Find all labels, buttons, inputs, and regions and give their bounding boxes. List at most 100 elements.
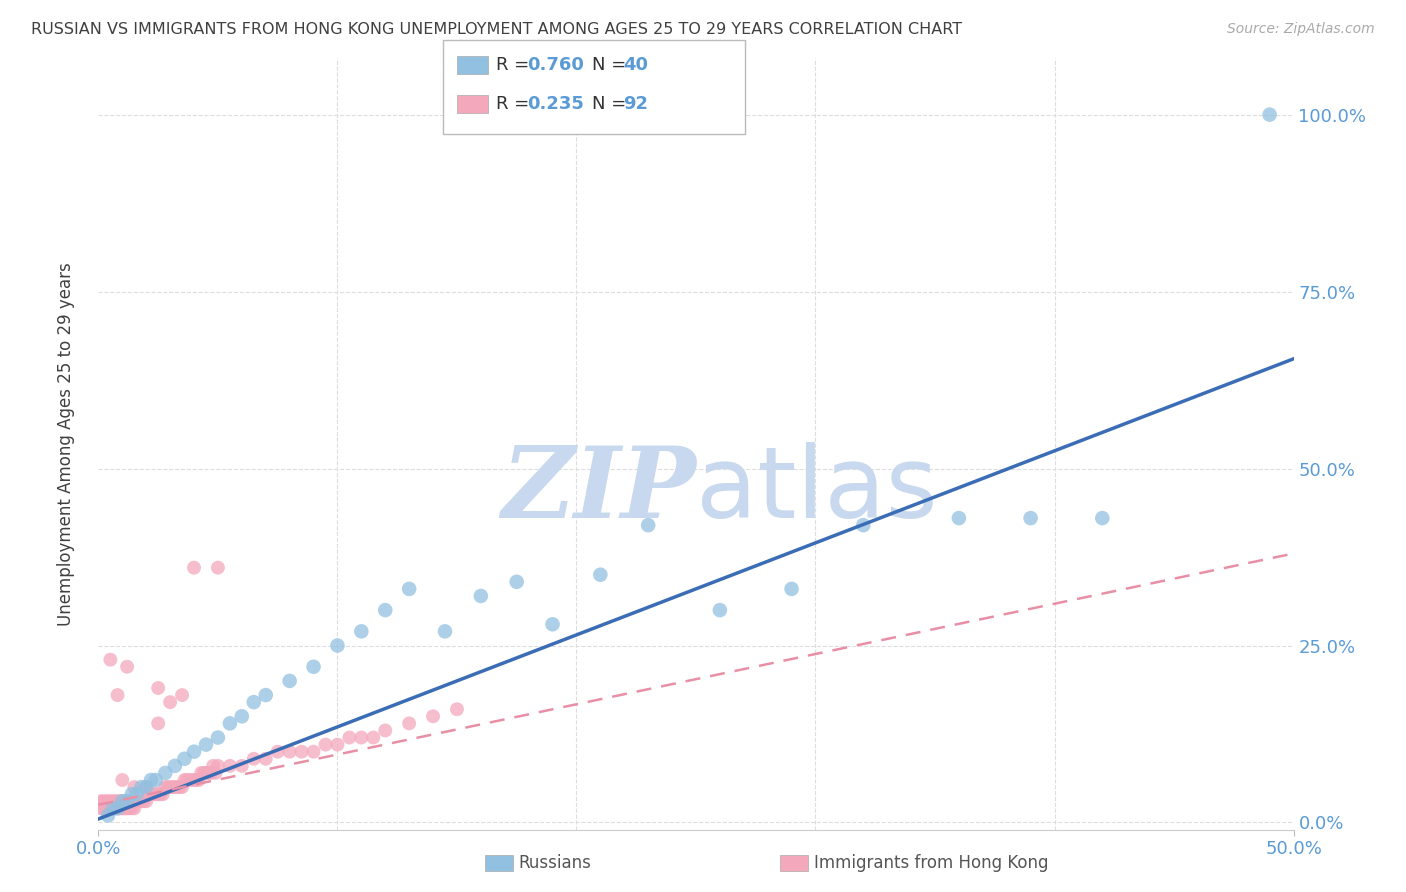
Point xyxy=(589,567,612,582)
Point xyxy=(254,752,277,766)
Point xyxy=(219,759,242,773)
Point xyxy=(422,709,444,723)
Point xyxy=(291,745,314,759)
Point xyxy=(139,772,162,787)
Point xyxy=(156,780,179,794)
Point xyxy=(149,787,172,801)
Point xyxy=(231,709,253,723)
Point xyxy=(173,772,195,787)
Point xyxy=(398,582,420,596)
Point xyxy=(204,766,226,780)
Text: Source: ZipAtlas.com: Source: ZipAtlas.com xyxy=(1227,22,1375,37)
Text: atlas: atlas xyxy=(696,442,938,539)
Point xyxy=(176,772,198,787)
Point xyxy=(709,603,731,617)
Point xyxy=(132,794,155,808)
Point xyxy=(948,511,970,525)
Point xyxy=(114,794,136,808)
Point xyxy=(97,808,120,822)
Point xyxy=(125,794,148,808)
Point xyxy=(108,801,131,815)
Point xyxy=(243,752,266,766)
Point xyxy=(91,801,114,815)
Point xyxy=(115,801,138,815)
Point xyxy=(169,780,191,794)
Point xyxy=(195,766,218,780)
Point xyxy=(350,624,373,639)
Point xyxy=(207,759,229,773)
Point xyxy=(101,801,124,815)
Point xyxy=(97,801,120,815)
Point xyxy=(219,716,242,731)
Point xyxy=(159,695,181,709)
Point xyxy=(197,766,219,780)
Point xyxy=(115,794,138,808)
Point xyxy=(180,772,202,787)
Point xyxy=(166,780,188,794)
Point xyxy=(108,794,131,808)
Point xyxy=(98,801,122,815)
Text: ZIP: ZIP xyxy=(501,442,696,538)
Point xyxy=(131,794,153,808)
Point xyxy=(202,759,225,773)
Point xyxy=(446,702,468,716)
Point xyxy=(101,801,124,815)
Point xyxy=(135,794,157,808)
Text: Immigrants from Hong Kong: Immigrants from Hong Kong xyxy=(814,855,1049,872)
Point xyxy=(159,780,181,794)
Point xyxy=(131,780,153,794)
Point xyxy=(326,639,349,653)
Point xyxy=(398,716,420,731)
Point xyxy=(195,738,218,752)
Point xyxy=(183,560,205,574)
Point xyxy=(780,582,803,596)
Point xyxy=(363,731,385,745)
Point xyxy=(121,801,143,815)
Point xyxy=(148,681,170,695)
Point xyxy=(114,801,136,815)
Point xyxy=(172,688,194,702)
Point xyxy=(326,738,349,752)
Point xyxy=(193,766,215,780)
Point xyxy=(278,673,301,688)
Point xyxy=(152,787,174,801)
Text: N =: N = xyxy=(592,95,631,113)
Point xyxy=(374,603,396,617)
Point xyxy=(162,780,184,794)
Point xyxy=(163,759,186,773)
Point xyxy=(124,780,146,794)
Point xyxy=(207,560,229,574)
Point xyxy=(111,801,134,815)
Point xyxy=(243,695,266,709)
Point xyxy=(1091,511,1114,525)
Point xyxy=(302,745,325,759)
Point xyxy=(98,794,122,808)
Point xyxy=(107,801,129,815)
Point xyxy=(173,752,195,766)
Point xyxy=(541,617,564,632)
Point xyxy=(90,794,112,808)
Point xyxy=(135,780,157,794)
Point xyxy=(115,659,138,673)
Point xyxy=(163,780,186,794)
Point xyxy=(155,780,177,794)
Point xyxy=(183,772,205,787)
Point xyxy=(172,780,194,794)
Point xyxy=(434,624,457,639)
Point xyxy=(142,787,165,801)
Text: R =: R = xyxy=(496,56,536,74)
Point xyxy=(107,794,129,808)
Point xyxy=(118,801,141,815)
Point xyxy=(278,745,301,759)
Point xyxy=(104,801,127,815)
Point xyxy=(350,731,373,745)
Point xyxy=(94,801,117,815)
Y-axis label: Unemployment Among Ages 25 to 29 years: Unemployment Among Ages 25 to 29 years xyxy=(56,262,75,625)
Point xyxy=(267,745,290,759)
Point xyxy=(155,766,177,780)
Point xyxy=(637,518,659,533)
Text: N =: N = xyxy=(592,56,631,74)
Point xyxy=(852,518,875,533)
Point xyxy=(90,801,112,815)
Point xyxy=(124,801,146,815)
